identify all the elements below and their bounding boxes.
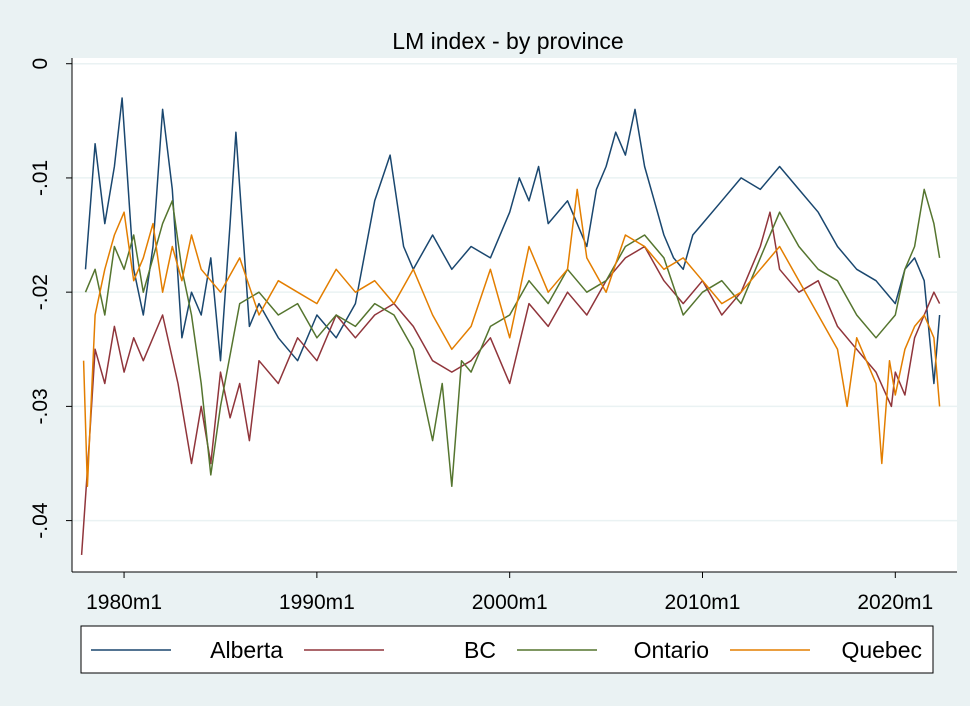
axes <box>71 58 957 573</box>
x-tick-label: 2010m1 <box>665 591 741 614</box>
x-tick-label: 1990m1 <box>279 591 355 614</box>
legend-label: Alberta <box>210 637 283 663</box>
y-tick-label: 0 <box>29 58 52 70</box>
legend: Alberta BC Ontario Quebec <box>80 625 934 674</box>
y-tick-label: -.04 <box>29 502 52 539</box>
series-line-alberta <box>84 97 941 385</box>
y-tick-label: -.01 <box>29 160 52 196</box>
legend-label: Quebec <box>841 637 922 663</box>
y-ticks: 0 -.01 -.02 -.03 -.04 <box>29 58 72 539</box>
x-tick-label: 1980m1 <box>86 591 162 614</box>
legend-label: BC <box>464 637 496 663</box>
grid-lines <box>72 62 957 522</box>
x-ticks: 1980m1 1990m1 2000m1 2010m1 2020m1 <box>86 572 933 614</box>
series-lines <box>80 97 941 555</box>
x-tick-label: 2000m1 <box>472 591 548 614</box>
y-tick-label: -.02 <box>29 274 52 310</box>
series-line-quebec <box>82 188 941 488</box>
chart-title: LM index - by province <box>392 28 623 54</box>
x-tick-label: 2020m1 <box>857 591 933 614</box>
legend-label: Ontario <box>634 637 709 663</box>
series-line-ontario <box>84 188 941 488</box>
y-tick-label: -.03 <box>29 388 52 424</box>
